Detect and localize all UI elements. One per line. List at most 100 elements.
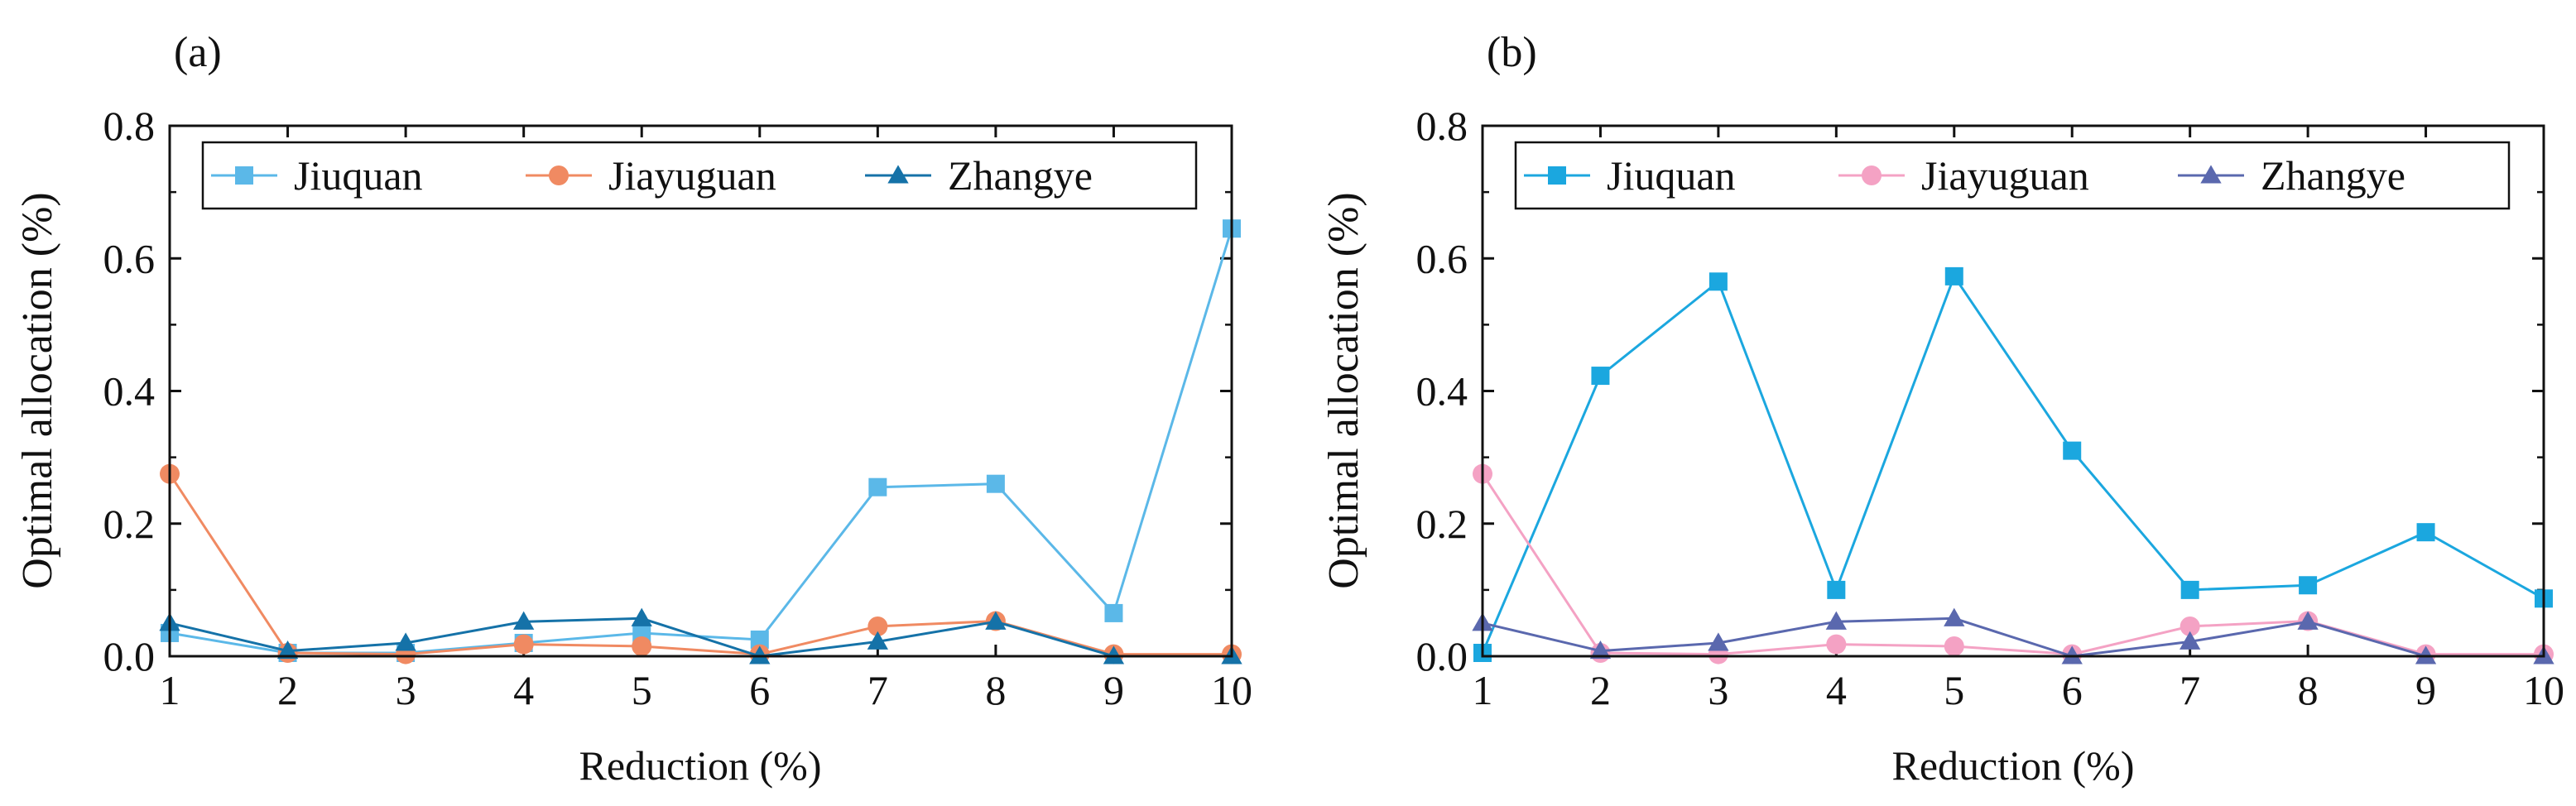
data-point-jiuquan [1944, 266, 1963, 285]
legend: Jiuquan Jiayuguan Zhangye [1514, 141, 2511, 210]
x-tick-label: 3 [1708, 667, 1728, 713]
data-point-jiuquan [750, 630, 769, 649]
series-layer [159, 219, 1242, 664]
plot-frame [168, 124, 1233, 658]
x-tick-label: 1 [160, 667, 180, 713]
legend-marker-jiayuguan [1862, 166, 1882, 185]
y-tick-label: 0.6 [103, 235, 156, 281]
data-point-zhangye [749, 645, 771, 664]
x-tick-label: 3 [396, 667, 416, 713]
legend-marker-jiuquan [1548, 166, 1566, 185]
y-tick-label: 0.0 [1416, 633, 1468, 679]
x-tick-label: 2 [1590, 667, 1611, 713]
axis-ticks: 1 2 3 4 5 6 7 8 9 10 0.0 0.2 0.4 0.6 0.8 [1416, 103, 2565, 713]
x-tick-label: 9 [1103, 667, 1124, 713]
y-tick-label: 0.2 [1416, 501, 1468, 547]
legend-label-zhangye: Zhangye [948, 152, 1093, 199]
data-point-jiuquan [1827, 580, 1846, 599]
data-point-jiuquan [1591, 367, 1610, 386]
data-point-zhangye [631, 607, 652, 626]
x-tick-label: 9 [2415, 667, 2436, 713]
series-line-jiuquan [1481, 273, 2545, 654]
series-zhangye [159, 607, 1242, 664]
x-tick-label: 7 [2180, 667, 2200, 713]
data-point-jiuquan [1709, 272, 1728, 291]
series-zhangye [1472, 607, 2554, 664]
data-point-jiuquan [2416, 523, 2435, 542]
data-point-jiayuguan [1826, 634, 1847, 655]
data-point-jiuquan [986, 474, 1005, 493]
x-tick-label: 1 [1473, 667, 1493, 713]
data-point-zhangye [1589, 640, 1612, 660]
series-jiayuguan [160, 463, 1242, 664]
y-tick-label: 0.6 [1416, 235, 1468, 281]
x-tick-label: 10 [1211, 667, 1252, 713]
legend-label-jiuquan: Jiuquan [1607, 152, 1736, 199]
series-layer [1472, 266, 2554, 664]
series-line-zhangye [169, 616, 1232, 658]
data-point-jiayuguan [1944, 636, 1964, 656]
x-tick-label: 8 [985, 667, 1006, 713]
x-tick-label: 2 [277, 667, 298, 713]
y-axis-title: Optimal allocation (%) [1320, 192, 1367, 588]
legend-marker-zhangye [2200, 165, 2222, 184]
legend-label-zhangye: Zhangye [2261, 152, 2405, 199]
y-tick-label: 0.8 [1416, 103, 1468, 149]
legend-label-jiayuguan: Jiayuguan [608, 152, 776, 199]
panel-a: (a) Reduction (%) Optimal allocation (%)… [14, 29, 1252, 789]
x-tick-label: 5 [1944, 667, 1964, 713]
data-point-jiayuguan [867, 616, 888, 636]
y-tick-label: 0.4 [1416, 368, 1468, 415]
data-point-zhangye [985, 611, 1007, 630]
data-point-jiuquan [868, 477, 887, 497]
data-point-jiayuguan [513, 634, 534, 655]
panel-label: (a) [174, 29, 222, 76]
data-point-jiuquan [2180, 580, 2199, 599]
legend-label-jiayuguan: Jiayuguan [1921, 152, 2089, 199]
series-line-zhangye [1482, 616, 2544, 658]
panel-b: (b) Reduction (%) Optimal allocation (%)… [1320, 29, 2564, 789]
series-jiayuguan [1473, 463, 2554, 664]
data-point-zhangye [2061, 645, 2083, 664]
x-tick-label: 8 [2298, 667, 2319, 713]
data-point-zhangye [395, 632, 416, 651]
legend-box [201, 141, 1198, 210]
data-point-jiayuguan [2180, 616, 2200, 636]
data-point-zhangye [1103, 645, 1125, 664]
data-point-zhangye [2297, 611, 2319, 630]
y-tick-label: 0.0 [103, 633, 156, 679]
legend-marker-jiuquan [235, 166, 253, 185]
x-axis-title: Reduction (%) [1892, 742, 2135, 789]
series-jiuquan [1473, 266, 2553, 662]
y-tick-label: 0.2 [103, 501, 156, 547]
data-point-zhangye [276, 640, 299, 660]
x-tick-label: 5 [632, 667, 652, 713]
y-tick-label: 0.8 [103, 103, 156, 149]
x-tick-label: 6 [749, 667, 770, 713]
x-tick-label: 4 [1826, 667, 1847, 713]
panel-label: (b) [1487, 29, 1537, 76]
data-point-zhangye [2415, 645, 2437, 664]
series-line-jiayuguan [168, 473, 1232, 656]
data-point-zhangye [1944, 607, 1965, 626]
legend-marker-jiayuguan [549, 166, 569, 185]
data-point-zhangye [1825, 611, 1847, 630]
x-tick-label: 10 [2523, 667, 2564, 713]
data-point-jiuquan [1104, 603, 1123, 622]
x-axis-title: Reduction (%) [579, 742, 822, 789]
legend: Jiuquan Jiayuguan Zhangye [201, 141, 1198, 210]
data-point-jiuquan [2299, 576, 2318, 595]
x-tick-label: 4 [513, 667, 534, 713]
series-line-jiayuguan [1481, 473, 2544, 656]
data-point-zhangye [2180, 631, 2201, 650]
legend-box [1514, 141, 2511, 210]
y-axis-title: Optimal allocation (%) [14, 192, 61, 588]
x-tick-label: 7 [867, 667, 888, 713]
y-tick-label: 0.4 [103, 368, 156, 415]
data-point-zhangye [1708, 632, 1729, 651]
data-point-zhangye [513, 611, 535, 630]
data-point-jiayuguan [632, 636, 652, 656]
legend-label-jiuquan: Jiuquan [294, 152, 423, 199]
legend-marker-zhangye [887, 165, 909, 184]
